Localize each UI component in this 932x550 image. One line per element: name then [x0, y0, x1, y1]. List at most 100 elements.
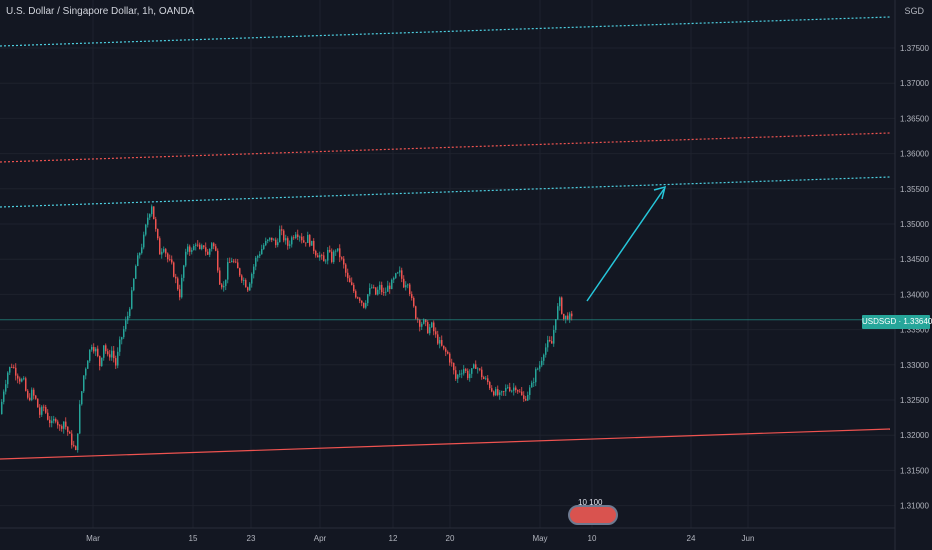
price-axis[interactable]: 1.37500 1.37000 1.36500 1.36000 1.35500 1.350…	[894, 0, 929, 550]
candle-body	[179, 289, 181, 298]
y-tick-label: 1.37000	[900, 79, 929, 88]
candle-body	[137, 255, 139, 267]
y-tick-label: 1.31000	[900, 502, 929, 511]
candle-body	[519, 391, 521, 393]
candle-body	[533, 382, 535, 384]
candle-body	[175, 276, 177, 279]
candle-body	[377, 289, 379, 295]
candle-body	[295, 234, 297, 239]
event-badge[interactable]	[568, 505, 618, 525]
candle-body	[381, 284, 383, 293]
candle-body	[433, 322, 435, 332]
x-tick-label: May	[532, 534, 547, 543]
candle-body	[163, 249, 165, 252]
candle-body	[521, 391, 523, 396]
candle-body	[473, 364, 475, 369]
candle-body	[561, 297, 563, 314]
candle-body	[227, 262, 229, 280]
candle-body	[413, 298, 415, 307]
candle-body	[211, 243, 213, 249]
candle-body	[287, 238, 289, 246]
candle-body	[301, 236, 303, 241]
candle-body	[181, 277, 183, 298]
candle-body	[195, 244, 197, 246]
candle-body	[545, 347, 547, 355]
candle-body	[23, 378, 25, 380]
candle-body	[183, 265, 185, 278]
candle-body	[277, 242, 279, 246]
candle-body	[559, 297, 561, 307]
candle-body	[463, 369, 465, 374]
candle-body	[281, 229, 283, 231]
candle-body	[139, 253, 141, 256]
x-tick-label: 20	[446, 534, 455, 543]
candle-body	[207, 251, 209, 255]
candle-body	[311, 240, 313, 246]
candle-body	[337, 248, 339, 251]
candle-body	[503, 391, 505, 393]
candle-body	[485, 378, 487, 380]
candle-body	[531, 382, 533, 388]
candle-body	[487, 378, 489, 383]
time-axis[interactable]: Mar 15 23 Apr 12 20 May 10 24 Jun	[0, 527, 895, 543]
candle-body	[513, 387, 515, 391]
candle-body	[133, 278, 135, 291]
candle-body	[285, 238, 287, 241]
candle-body	[389, 285, 391, 290]
arrow-head	[653, 185, 667, 200]
x-tick-label: 24	[687, 534, 696, 543]
y-tick-label: 1.34500	[900, 255, 929, 264]
x-tick-label: 23	[247, 534, 256, 543]
candle-body	[235, 261, 237, 263]
candle-body	[443, 345, 445, 349]
candle-body	[43, 406, 45, 408]
candle-body	[229, 262, 231, 263]
candle-body	[263, 245, 265, 249]
candle-body	[83, 375, 85, 392]
price-tag-price: 1.33640	[903, 317, 932, 326]
candle-body	[537, 368, 539, 370]
candle-body	[465, 369, 467, 371]
candle-body	[199, 244, 201, 250]
upper-channel-line	[0, 16, 891, 47]
candle-body	[55, 419, 57, 422]
candle-body	[135, 266, 137, 279]
candle-body	[81, 391, 83, 405]
y-tick-label: 1.36000	[900, 150, 929, 159]
candle-body	[511, 390, 513, 392]
candle-body	[451, 362, 453, 364]
candle-body	[427, 322, 429, 334]
candle-body	[307, 234, 309, 243]
x-tick-label: 12	[389, 534, 398, 543]
candle-body	[109, 354, 111, 358]
candle-body	[445, 348, 447, 352]
candle-body	[551, 341, 553, 344]
projection-arrow[interactable]	[586, 185, 667, 302]
candle-body	[415, 306, 417, 319]
candle-body	[61, 426, 63, 429]
candle-body	[21, 379, 23, 382]
candle-body	[261, 248, 263, 255]
candle-body	[291, 237, 293, 245]
candle-body	[117, 351, 119, 366]
candle-body	[87, 360, 89, 369]
candle-body	[71, 433, 73, 446]
candle-body	[57, 421, 59, 426]
candle-body	[429, 327, 431, 334]
candle-body	[5, 384, 7, 392]
candle-body	[247, 287, 249, 291]
candle-body	[393, 277, 395, 280]
candle-body	[391, 279, 393, 290]
candle-body	[459, 373, 461, 375]
candle-body	[383, 292, 385, 293]
candle-body	[251, 274, 253, 284]
candle-body	[357, 297, 359, 299]
candle-body	[69, 431, 71, 434]
candle-body	[41, 406, 43, 415]
candle-body	[157, 228, 159, 239]
candle-body	[115, 358, 117, 366]
candle-body	[67, 426, 69, 432]
candle-body	[477, 368, 479, 370]
candle-body	[141, 247, 143, 254]
